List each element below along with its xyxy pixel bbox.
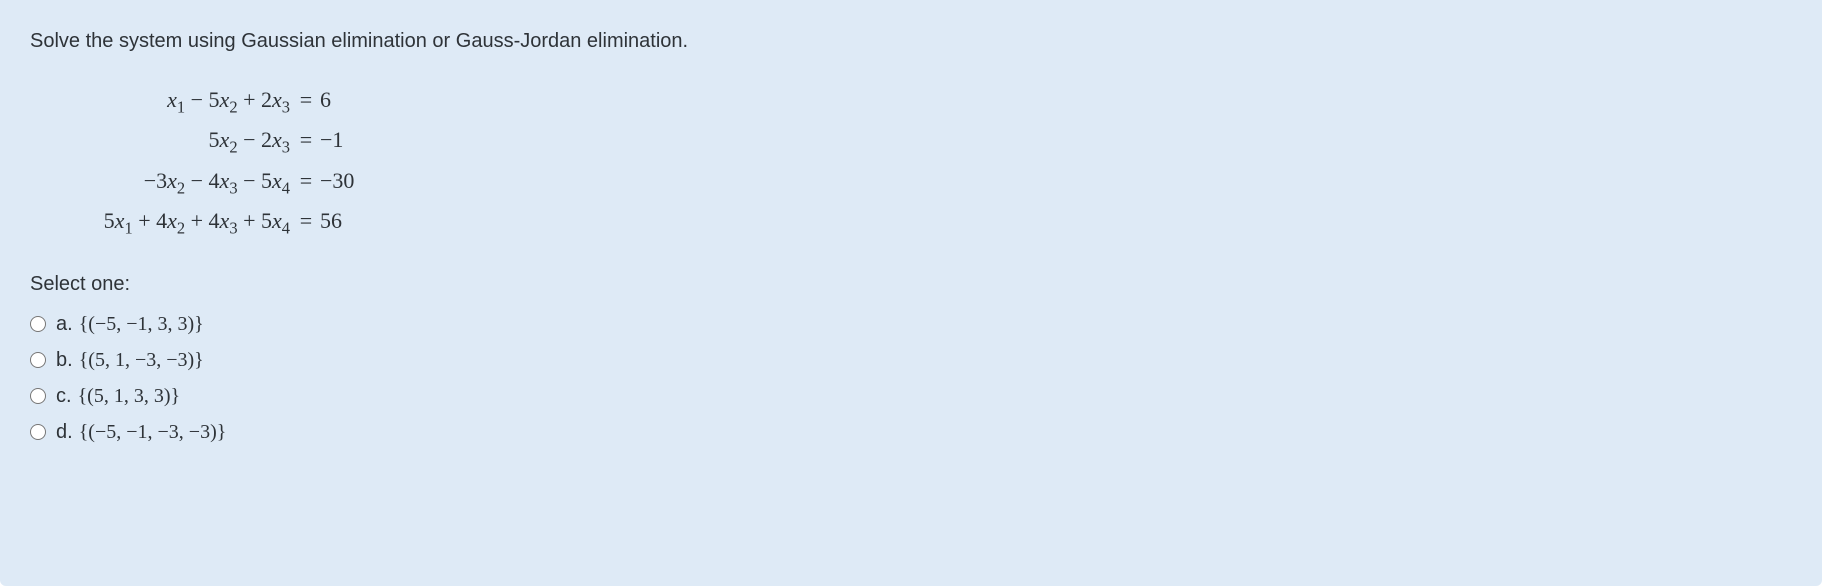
option-c-radio[interactable] <box>30 388 46 404</box>
equation-1: x1 − 5x2 + 2x3 = 6 <box>30 81 1792 121</box>
option-c: c. {(5, 1, 3, 3)} <box>30 378 1792 414</box>
option-d-value: {(−5, −1, −3, −3)} <box>79 414 227 450</box>
option-a-letter: a. <box>56 306 73 342</box>
equation-4-lhs: 5x1 + 4x2 + 4x3 + 5x4 <box>30 202 296 242</box>
equals-sign: = <box>296 121 316 158</box>
option-d-letter: d. <box>56 414 73 450</box>
option-b: b. {(5, 1, −3, −3)} <box>30 342 1792 378</box>
equation-2-rhs: −1 <box>316 121 343 158</box>
option-list: a. {(−5, −1, 3, 3)} b. {(5, 1, −3, −3)} … <box>30 306 1792 450</box>
equation-4-rhs: 56 <box>316 202 342 239</box>
option-b-value: {(5, 1, −3, −3)} <box>79 342 204 378</box>
equation-3: −3x2 − 4x3 − 5x4 = −30 <box>30 162 1792 202</box>
option-d-radio[interactable] <box>30 424 46 440</box>
option-d: d. {(−5, −1, −3, −3)} <box>30 414 1792 450</box>
equals-sign: = <box>296 202 316 239</box>
equation-2-lhs: 5x2 − 2x3 <box>30 121 296 161</box>
equation-system: x1 − 5x2 + 2x3 = 6 5x2 − 2x3 = −1 −3x2 −… <box>30 81 1792 243</box>
equation-1-lhs: x1 − 5x2 + 2x3 <box>30 81 296 121</box>
equation-3-rhs: −30 <box>316 162 354 199</box>
equals-sign: = <box>296 162 316 199</box>
equals-sign: = <box>296 81 316 118</box>
equation-3-lhs: −3x2 − 4x3 − 5x4 <box>30 162 296 202</box>
option-a-radio[interactable] <box>30 316 46 332</box>
option-c-letter: c. <box>56 378 72 414</box>
select-one-label: Select one: <box>30 273 1792 296</box>
option-a: a. {(−5, −1, 3, 3)} <box>30 306 1792 342</box>
option-a-value: {(−5, −1, 3, 3)} <box>79 306 204 342</box>
option-b-radio[interactable] <box>30 352 46 368</box>
question-prompt: Solve the system using Gaussian eliminat… <box>30 30 1792 53</box>
equation-1-rhs: 6 <box>316 81 331 118</box>
question-card: Solve the system using Gaussian eliminat… <box>0 0 1822 586</box>
equation-2: 5x2 − 2x3 = −1 <box>30 121 1792 161</box>
option-b-letter: b. <box>56 342 73 378</box>
equation-4: 5x1 + 4x2 + 4x3 + 5x4 = 56 <box>30 202 1792 242</box>
option-c-value: {(5, 1, 3, 3)} <box>78 378 181 414</box>
